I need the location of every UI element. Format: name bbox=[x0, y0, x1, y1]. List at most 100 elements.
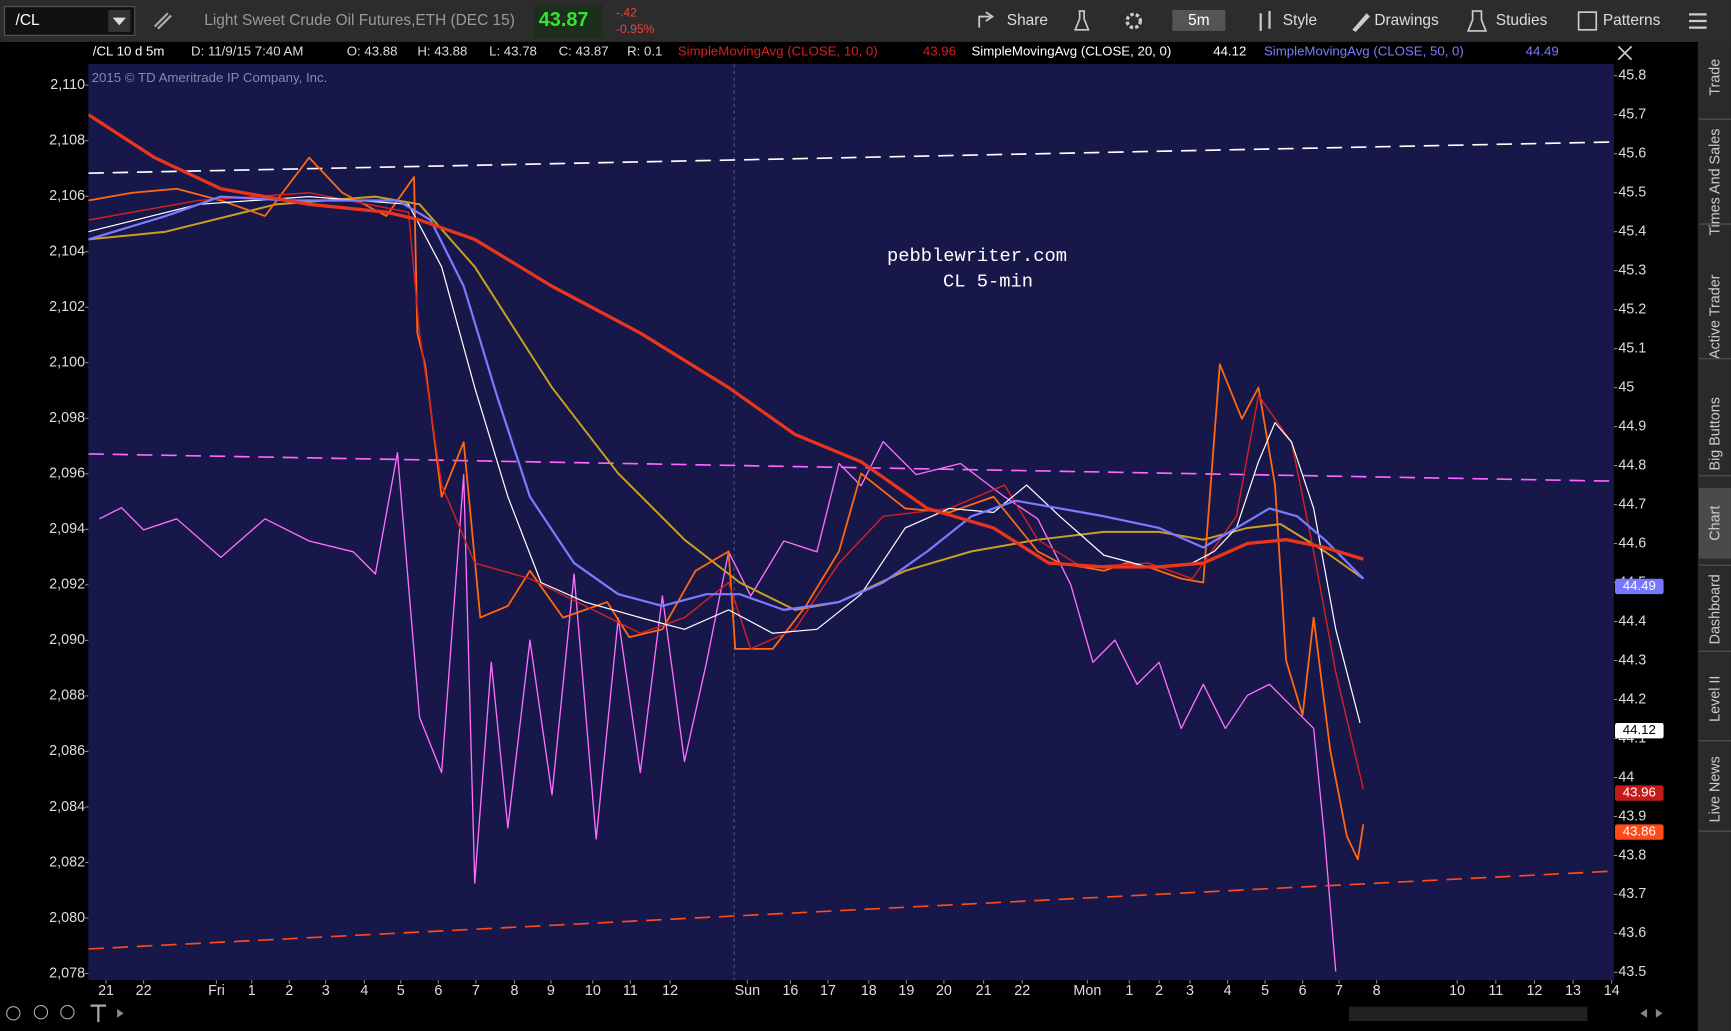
x-tick-label: 6 bbox=[1299, 983, 1307, 999]
sidebar-tab[interactable]: Dashboard bbox=[1707, 574, 1723, 644]
x-tick-label: 22 bbox=[136, 983, 152, 999]
plot bbox=[88, 113, 1614, 972]
legend-entry: SimpleMovingAvg (CLOSE, 50, 0) bbox=[1264, 43, 1464, 58]
text-tool-icon[interactable] bbox=[90, 1004, 107, 1023]
sidebar-tab[interactable]: Times And Sales bbox=[1707, 129, 1723, 236]
symbol: /CL bbox=[16, 12, 40, 29]
x-tick-label: 11 bbox=[623, 983, 638, 999]
sidebar-tab[interactable]: Trade bbox=[1707, 59, 1723, 96]
sidebar-tab-active bbox=[1698, 487, 1731, 559]
toolbar bbox=[0, 0, 1731, 42]
y-tick-label: 43.5 bbox=[1618, 964, 1646, 980]
x-tick-label: 21 bbox=[976, 983, 992, 999]
pan-icon[interactable] bbox=[6, 1006, 21, 1021]
toolbar-button[interactable]: Style bbox=[1283, 12, 1317, 29]
x-tick-label: Sun bbox=[735, 983, 761, 999]
x-tick-label: 1 bbox=[1125, 983, 1133, 999]
toolbar-button[interactable]: Patterns bbox=[1603, 12, 1661, 29]
y-tick-label: 45.7 bbox=[1618, 107, 1646, 123]
scroll-arrows[interactable] bbox=[1640, 1008, 1663, 1018]
watermark: 2015 © TD Ameritrade IP Company, Inc. bbox=[92, 70, 328, 85]
x-tick-label: 3 bbox=[322, 983, 330, 999]
y2-tick-label: 2,102 bbox=[49, 299, 85, 315]
sidebar-tab[interactable]: Active Trader bbox=[1707, 274, 1723, 359]
pct-change: -0.95% bbox=[616, 22, 655, 36]
y-tick-label: 45.1 bbox=[1618, 340, 1646, 356]
drawings-icon bbox=[1352, 13, 1370, 33]
x-tick-label: 8 bbox=[1373, 983, 1381, 999]
info-bar bbox=[88, 41, 1614, 62]
x-tick-label: 12 bbox=[1526, 983, 1542, 999]
sidebar-tab[interactable]: Big Buttons bbox=[1707, 397, 1723, 470]
trend-line bbox=[88, 453, 1614, 482]
patterns-icon bbox=[1577, 11, 1598, 31]
y-tick-label: 45.4 bbox=[1618, 223, 1646, 239]
x-tick-label: 18 bbox=[861, 983, 877, 999]
price-tag bbox=[1615, 785, 1664, 801]
y2-tick-label: 2,090 bbox=[49, 632, 85, 648]
flask-icon[interactable] bbox=[1074, 10, 1090, 31]
sidebar-tab[interactable]: Live News bbox=[1707, 756, 1723, 822]
x-tick-label: 17 bbox=[820, 983, 836, 999]
price-tag-label: 43.86 bbox=[1623, 824, 1656, 839]
toolbar-button[interactable]: Studies bbox=[1496, 12, 1548, 29]
sidebar-tab[interactable]: Chart bbox=[1707, 506, 1723, 541]
link-icon[interactable] bbox=[153, 12, 172, 30]
zoom-in-icon[interactable] bbox=[33, 1005, 49, 1020]
y-tick-label: 45 bbox=[1618, 379, 1634, 395]
y2-tick-label: 2,080 bbox=[49, 910, 85, 926]
y-tick-label: 45.3 bbox=[1618, 262, 1646, 278]
y2-tick-label: 2,088 bbox=[49, 688, 85, 704]
y2-tick-label: 2,106 bbox=[49, 188, 85, 204]
x-tick-label: 4 bbox=[360, 983, 368, 999]
toolbar-button[interactable]: Drawings bbox=[1374, 12, 1439, 29]
last-box bbox=[534, 4, 603, 38]
y-tick-label: 45.5 bbox=[1618, 184, 1646, 200]
series-line bbox=[88, 195, 1361, 724]
info-item: /CL 10 d 5m bbox=[93, 43, 165, 58]
price-tag-label: 43.96 bbox=[1623, 785, 1656, 800]
x-tick-label: 2 bbox=[285, 983, 293, 999]
y-tick-label: 45.2 bbox=[1618, 301, 1646, 317]
price-tag-label: 44.49 bbox=[1623, 578, 1656, 593]
toolbar-button[interactable]: Share bbox=[1007, 12, 1048, 29]
y2-tick-label: 2,104 bbox=[49, 244, 85, 260]
trend-line bbox=[88, 870, 1614, 950]
dropdown-arrow bbox=[112, 17, 126, 26]
info-item: L: 43.78 bbox=[489, 43, 537, 58]
x-tick-label: 22 bbox=[1014, 983, 1030, 999]
x-tick-label: 4 bbox=[1224, 983, 1232, 999]
x-tick-label: 5 bbox=[397, 983, 405, 999]
toolbar-button[interactable]: 5m bbox=[1188, 12, 1209, 29]
scrollbar[interactable] bbox=[1348, 1006, 1588, 1022]
timeframe-box[interactable] bbox=[1172, 9, 1226, 31]
series-line bbox=[88, 156, 1365, 861]
y-tick-label: 43.8 bbox=[1618, 847, 1646, 863]
series-line bbox=[88, 195, 1365, 611]
info-item: O: 43.88 bbox=[347, 43, 398, 58]
y-tick-label: 44 bbox=[1618, 769, 1634, 785]
y-tick-label: 44.8 bbox=[1618, 457, 1646, 473]
x-tick-label: 11 bbox=[1488, 983, 1503, 999]
collapse-icon[interactable] bbox=[1617, 45, 1633, 61]
menu-icon[interactable] bbox=[1688, 13, 1707, 29]
sidebar-tab[interactable]: Level II bbox=[1707, 676, 1723, 722]
scroll-left[interactable] bbox=[117, 1008, 124, 1018]
zoom-out-icon[interactable] bbox=[60, 1005, 75, 1020]
x-tick-label: 9 bbox=[547, 983, 555, 999]
y2-tick-label: 2,110 bbox=[50, 77, 85, 93]
series-line bbox=[99, 440, 1337, 972]
x-tick-label: 10 bbox=[585, 983, 601, 999]
y2-tick-label: 2,098 bbox=[49, 410, 85, 426]
x-tick-label: 13 bbox=[1565, 983, 1581, 999]
x-tick-label: 5 bbox=[1261, 983, 1269, 999]
info-item: C: 43.87 bbox=[559, 43, 609, 58]
y-tick-label: 44.2 bbox=[1618, 691, 1646, 707]
y-tick-label: 44.6 bbox=[1618, 535, 1646, 551]
gear-icon[interactable] bbox=[1125, 12, 1143, 30]
info-item: R: 0.1 bbox=[627, 43, 662, 58]
y-tick-label: 43.9 bbox=[1618, 808, 1646, 824]
y-tick-label: 44.9 bbox=[1618, 418, 1646, 434]
x-tick-label: 3 bbox=[1186, 983, 1194, 999]
price-tag bbox=[1615, 578, 1664, 595]
